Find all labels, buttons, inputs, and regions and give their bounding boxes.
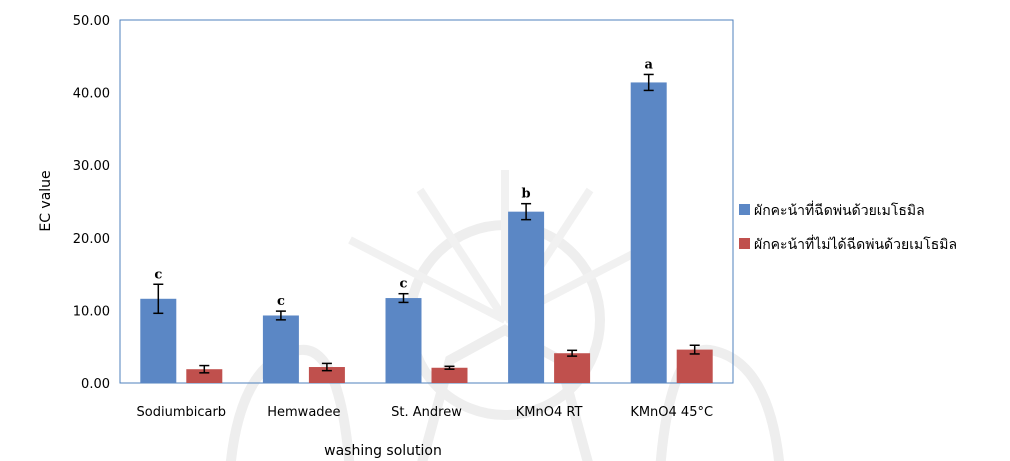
- bar-not-sprayed: [676, 349, 713, 383]
- significance-letter: a: [644, 57, 653, 72]
- bar-series-group: c c c b a: [140, 57, 713, 383]
- y-tick-label: 40.00: [73, 87, 110, 102]
- bar-not-sprayed: [431, 367, 468, 383]
- error-bar: [321, 362, 332, 372]
- legend-swatch-not-sprayed: [739, 238, 750, 249]
- significance-letter: c: [277, 294, 285, 309]
- y-tick-label: 30.00: [73, 159, 110, 174]
- x-axis-title: washing solution: [324, 443, 442, 459]
- y-axis-title: EC value: [38, 170, 54, 231]
- x-tick-label: Sodiumbicarb: [137, 405, 227, 420]
- bar-not-sprayed: [308, 367, 345, 383]
- bar-sprayed: [508, 211, 545, 383]
- y-axis-tick-labels: 0.00 10.00 20.00 30.00 40.00 50.00: [73, 14, 110, 392]
- x-tick-label: St. Andrew: [391, 405, 462, 420]
- y-tick-label: 50.00: [73, 14, 110, 29]
- error-bar: [153, 283, 164, 315]
- legend-label-sprayed: ผักคะน้าที่ฉีดพ่นด้วยเมโธมิล: [754, 201, 925, 219]
- bar-sprayed: [262, 315, 299, 383]
- error-bar: [199, 364, 210, 374]
- error-bar: [689, 344, 700, 355]
- legend-label-not-sprayed: ผักคะน้าที่ไม่ได้ฉีดพ่นด้วยเมโธมิล: [754, 235, 957, 253]
- y-tick-label: 0.00: [81, 377, 110, 392]
- bar-sprayed: [630, 82, 667, 383]
- x-tick-label: KMnO4 45°C: [630, 405, 713, 420]
- plot-area-frame: [119, 19, 734, 384]
- x-tick-label: KMnO4 RT: [516, 405, 583, 420]
- bar-not-sprayed: [554, 353, 591, 383]
- significance-letter: c: [154, 267, 162, 282]
- error-bar: [444, 365, 455, 370]
- significance-letter: c: [400, 277, 408, 292]
- y-tick-label: 20.00: [73, 232, 110, 247]
- error-bar: [398, 292, 409, 304]
- error-bar: [643, 73, 654, 92]
- y-tick-label: 10.00: [73, 304, 110, 319]
- legend-swatch-sprayed: [739, 204, 750, 215]
- x-tick-label: Hemwadee: [267, 405, 340, 420]
- error-bar: [521, 202, 532, 221]
- error-bar: [275, 310, 286, 321]
- x-axis-tick-labels: Sodiumbicarb Hemwadee St. Andrew KMnO4 RT KM…: [137, 405, 714, 420]
- legend: ผักคะน้าที่ฉีดพ่นด้วยเมโธมิล ผักคะน้าที่…: [739, 201, 957, 253]
- bar-not-sprayed: [186, 369, 223, 383]
- error-bar: [567, 349, 578, 357]
- significance-letter: b: [522, 187, 531, 202]
- bar-sprayed: [385, 298, 422, 383]
